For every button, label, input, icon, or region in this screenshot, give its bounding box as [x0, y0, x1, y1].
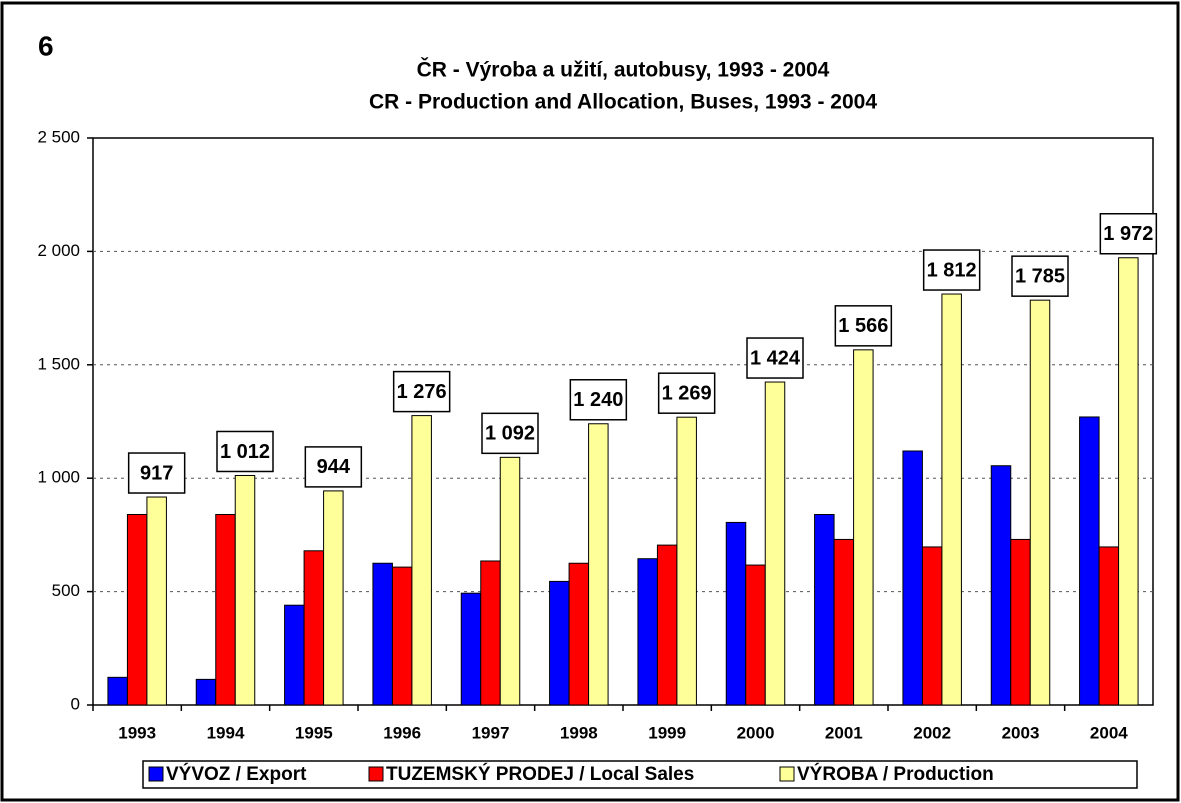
bar [725, 521, 747, 706]
data-label: 1 785 [1015, 265, 1065, 287]
x-tick-label: 1993 [118, 723, 156, 742]
y-tick-label: 500 [52, 581, 80, 600]
bar [1098, 546, 1120, 706]
bar [107, 676, 128, 706]
plot-area [92, 137, 1154, 706]
data-label-box [216, 430, 274, 473]
data-label-box [127, 452, 186, 494]
bar [637, 558, 658, 706]
data-label-box [657, 372, 716, 414]
data-label: 1 424 [750, 347, 801, 369]
x-tick-label: 1996 [383, 723, 421, 742]
y-tick-label: 1 000 [37, 468, 80, 487]
y-tick-label: 1 500 [37, 354, 80, 373]
bar [1029, 299, 1051, 706]
x-tick-label: 1994 [207, 723, 245, 742]
bar [745, 564, 766, 706]
x-tick-label: 2003 [1002, 723, 1040, 742]
bar [215, 513, 236, 706]
data-label-box [392, 370, 451, 413]
bar [480, 560, 501, 706]
data-label-box [922, 249, 981, 291]
bar [1079, 416, 1100, 706]
data-label-box [304, 446, 363, 488]
bar [1118, 257, 1139, 706]
data-label: 1 269 [662, 382, 712, 404]
legend-swatch [148, 766, 164, 782]
bar [814, 513, 835, 706]
legend-swatch [779, 766, 795, 782]
data-label: 944 [317, 456, 351, 478]
chart-title: ČR - Výroba a užití, autobusy, 1993 - 20… [417, 58, 830, 82]
data-label: 1 012 [220, 441, 270, 463]
bar [764, 381, 786, 706]
legend-label: TUZEMSKÝ PRODEJ / Local Sales [386, 763, 694, 785]
bar [656, 544, 678, 706]
figure-number: 6 [38, 30, 54, 61]
legend [142, 760, 1138, 789]
legend-label: VÝROBA / Production [797, 763, 994, 785]
bar [460, 592, 482, 706]
bar [833, 538, 855, 706]
x-tick-label: 1997 [472, 723, 510, 742]
bar [1010, 538, 1031, 706]
bar [323, 490, 344, 706]
x-tick-label: 2001 [825, 723, 863, 742]
data-label: 1 092 [485, 423, 535, 445]
bar [990, 465, 1012, 706]
bar [921, 546, 943, 706]
data-label-box [746, 337, 804, 379]
bar [391, 566, 413, 706]
data-label-box [481, 412, 539, 455]
data-label: 917 [140, 462, 173, 484]
x-tick-label: 1995 [295, 723, 333, 742]
bar [499, 456, 521, 706]
y-tick-label: 2 000 [37, 241, 80, 260]
data-label-box [569, 379, 628, 421]
bar [303, 550, 325, 706]
data-label-box [834, 305, 893, 347]
bar [411, 415, 432, 706]
x-tick-label: 1998 [560, 723, 598, 742]
data-label: 1 972 [1103, 223, 1153, 245]
bar [549, 580, 570, 706]
x-tick-label: 1999 [648, 723, 686, 742]
bar [588, 423, 609, 706]
bar [941, 293, 962, 706]
data-label-box [1011, 255, 1069, 297]
bar [126, 513, 148, 706]
x-tick-label: 2000 [737, 723, 775, 742]
bar [146, 496, 167, 706]
chart-subtitle: CR - Production and Allocation, Buses, 1… [369, 91, 877, 114]
x-tick-label: 2002 [913, 723, 951, 742]
data-label-box [1099, 213, 1158, 255]
bar [284, 604, 305, 706]
bar [568, 562, 590, 706]
bar [676, 416, 697, 706]
y-tick-label: 2 500 [37, 127, 80, 146]
legend-label: VÝVOZ / Export [166, 763, 307, 785]
legend-swatch [368, 766, 384, 782]
bar [195, 678, 217, 706]
x-tick-label: 2004 [1090, 723, 1128, 742]
bar [902, 450, 923, 706]
data-label: 1 812 [927, 259, 977, 281]
bar [853, 349, 874, 706]
bar [234, 474, 256, 706]
bar [372, 562, 393, 706]
data-label: 1 566 [838, 315, 888, 337]
y-tick-label: 0 [71, 694, 80, 713]
data-label: 1 276 [397, 381, 447, 403]
data-label: 1 240 [573, 389, 623, 411]
